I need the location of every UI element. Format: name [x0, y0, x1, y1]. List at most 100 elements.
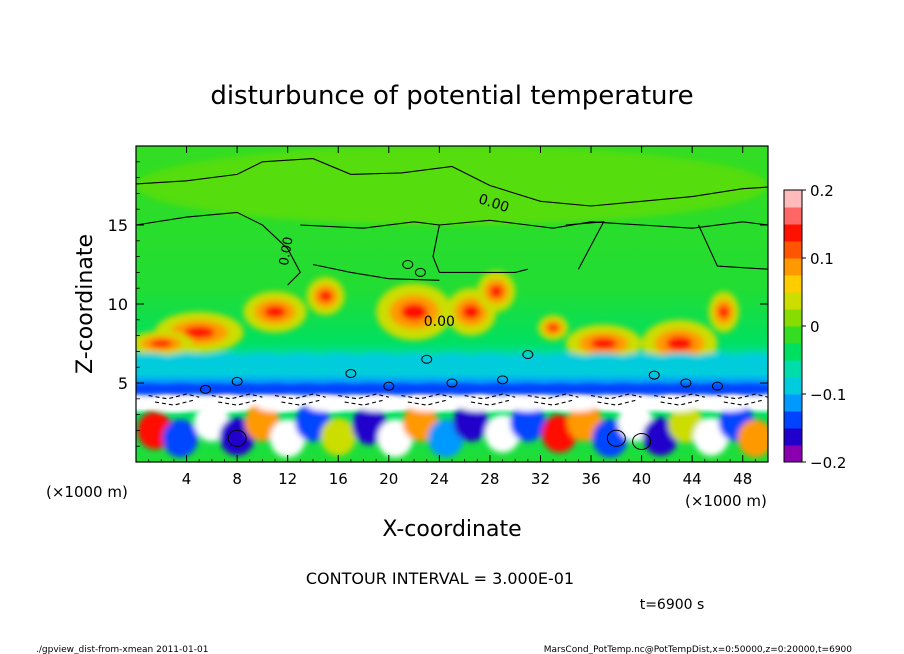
y-axis: 5 10 15: [108, 161, 768, 447]
contour-lines: 0.000.000.00: [136, 158, 768, 450]
disturbance-field: [136, 146, 768, 458]
x-tick-label: 12: [278, 470, 297, 488]
x-tick-label: 28: [480, 470, 499, 488]
field-patch: [462, 304, 480, 320]
field-patch: [306, 398, 345, 412]
x-tick-label: 40: [632, 470, 651, 488]
contour-line: [338, 393, 389, 400]
field-patch: [726, 383, 768, 395]
colorbar: 0.2 0.1 0 −0.1 −0.2: [783, 182, 846, 472]
field-patch: [318, 290, 333, 302]
contour-loop: [227, 429, 247, 447]
contour-loop: [421, 354, 433, 364]
contour-line: [211, 393, 263, 400]
colorbar-tick-label: 0.2: [810, 182, 834, 200]
x-tick-label: 48: [733, 470, 752, 488]
x-axis: 4 8 12 16 20 24 28 32 36 40 44 48: [148, 146, 756, 488]
contour-loop: [200, 384, 212, 394]
plot-area: 0.000.000.00: [136, 146, 768, 462]
field-patch: [320, 417, 356, 456]
colorbar-tick-label: −0.2: [810, 454, 846, 472]
field-patch: [508, 398, 547, 412]
chart-title: disturbunce of potential temperature: [210, 81, 693, 111]
contour-loop: [383, 381, 395, 391]
contour-line: [136, 211, 301, 286]
contour-line: [717, 393, 768, 400]
colorbar-segment: [784, 292, 802, 310]
colorbar-segment: [784, 411, 802, 429]
contour-loop: [522, 350, 534, 360]
field-patch: [473, 383, 519, 395]
field-patch: [547, 323, 559, 332]
field-patch: [256, 398, 294, 412]
x-unit-label-right: (×1000 m): [685, 492, 767, 510]
field-patch: [559, 398, 598, 412]
x-tick-label: 8: [232, 470, 242, 488]
contour-loop: [632, 432, 652, 450]
time-label: t=6900 s: [640, 597, 705, 613]
colorbar-segment: [784, 343, 802, 361]
colorbar-segment: [784, 394, 802, 412]
field-patch: [347, 383, 393, 395]
field-patch: [489, 285, 503, 298]
colorbar-segment: [784, 258, 802, 276]
field-patch: [610, 398, 648, 412]
x-tick-label: 4: [182, 470, 192, 488]
field-patch: [189, 383, 235, 395]
contour-interval: CONTOUR INTERVAL = 3.000E-01: [306, 569, 574, 588]
contour-line: [401, 393, 453, 400]
contour-line: [654, 393, 705, 400]
contour-loop: [402, 260, 414, 269]
field-patch: [631, 383, 677, 395]
x-tick-label: 44: [683, 470, 702, 488]
field-patch: [510, 403, 546, 442]
field-patch: [136, 146, 768, 225]
field-patch: [263, 305, 287, 319]
contour-label: 0.00: [277, 236, 297, 267]
colorbar-segment: [784, 224, 802, 242]
contour-line: [590, 393, 642, 400]
field-patch: [694, 383, 741, 395]
contour-loop: [345, 369, 357, 379]
x-tick-label: 32: [531, 470, 550, 488]
field-patch: [252, 383, 298, 395]
colorbar-segment: [784, 190, 802, 208]
y-tick-label: 15: [108, 216, 128, 235]
x-tick-label: 24: [430, 470, 449, 488]
contour-line: [148, 393, 200, 400]
colorbar-segment: [784, 445, 802, 463]
x-axis-label: X-coordinate: [382, 517, 521, 542]
x-unit-label-left: (×1000 m): [46, 483, 128, 501]
field-patch: [183, 326, 215, 339]
y-axis-label: Z-coordinate: [73, 234, 98, 374]
colorbar-tick-label: 0.1: [810, 250, 834, 268]
y-tick-label: 5: [118, 374, 128, 393]
colorbar-segment: [784, 275, 802, 293]
field-patch: [590, 337, 617, 350]
field-patch: [357, 398, 396, 412]
contour-line: [312, 263, 440, 281]
field-patch: [220, 383, 267, 395]
contour-line: [698, 224, 768, 270]
contour-loop: [680, 378, 692, 388]
field-patch: [663, 383, 709, 395]
contour-line: [527, 393, 579, 400]
colorbar-segment: [784, 309, 802, 327]
field-patch: [154, 398, 193, 412]
field-patch: [205, 398, 244, 412]
field-patch: [407, 398, 446, 412]
field-patch: [718, 305, 730, 319]
field-patch: [400, 303, 428, 321]
field-patch: [727, 352, 768, 372]
x-tick-label: 20: [379, 470, 398, 488]
field-patch: [568, 383, 614, 395]
y-tick-label: 10: [108, 295, 128, 314]
field-patch: [378, 383, 425, 395]
field-patch: [599, 383, 646, 395]
contour-loop: [231, 376, 243, 386]
x-tick-label: 36: [581, 470, 600, 488]
colorbar-segment: [784, 207, 802, 225]
contour-loop: [648, 370, 660, 380]
colorbar-segment: [784, 377, 802, 395]
